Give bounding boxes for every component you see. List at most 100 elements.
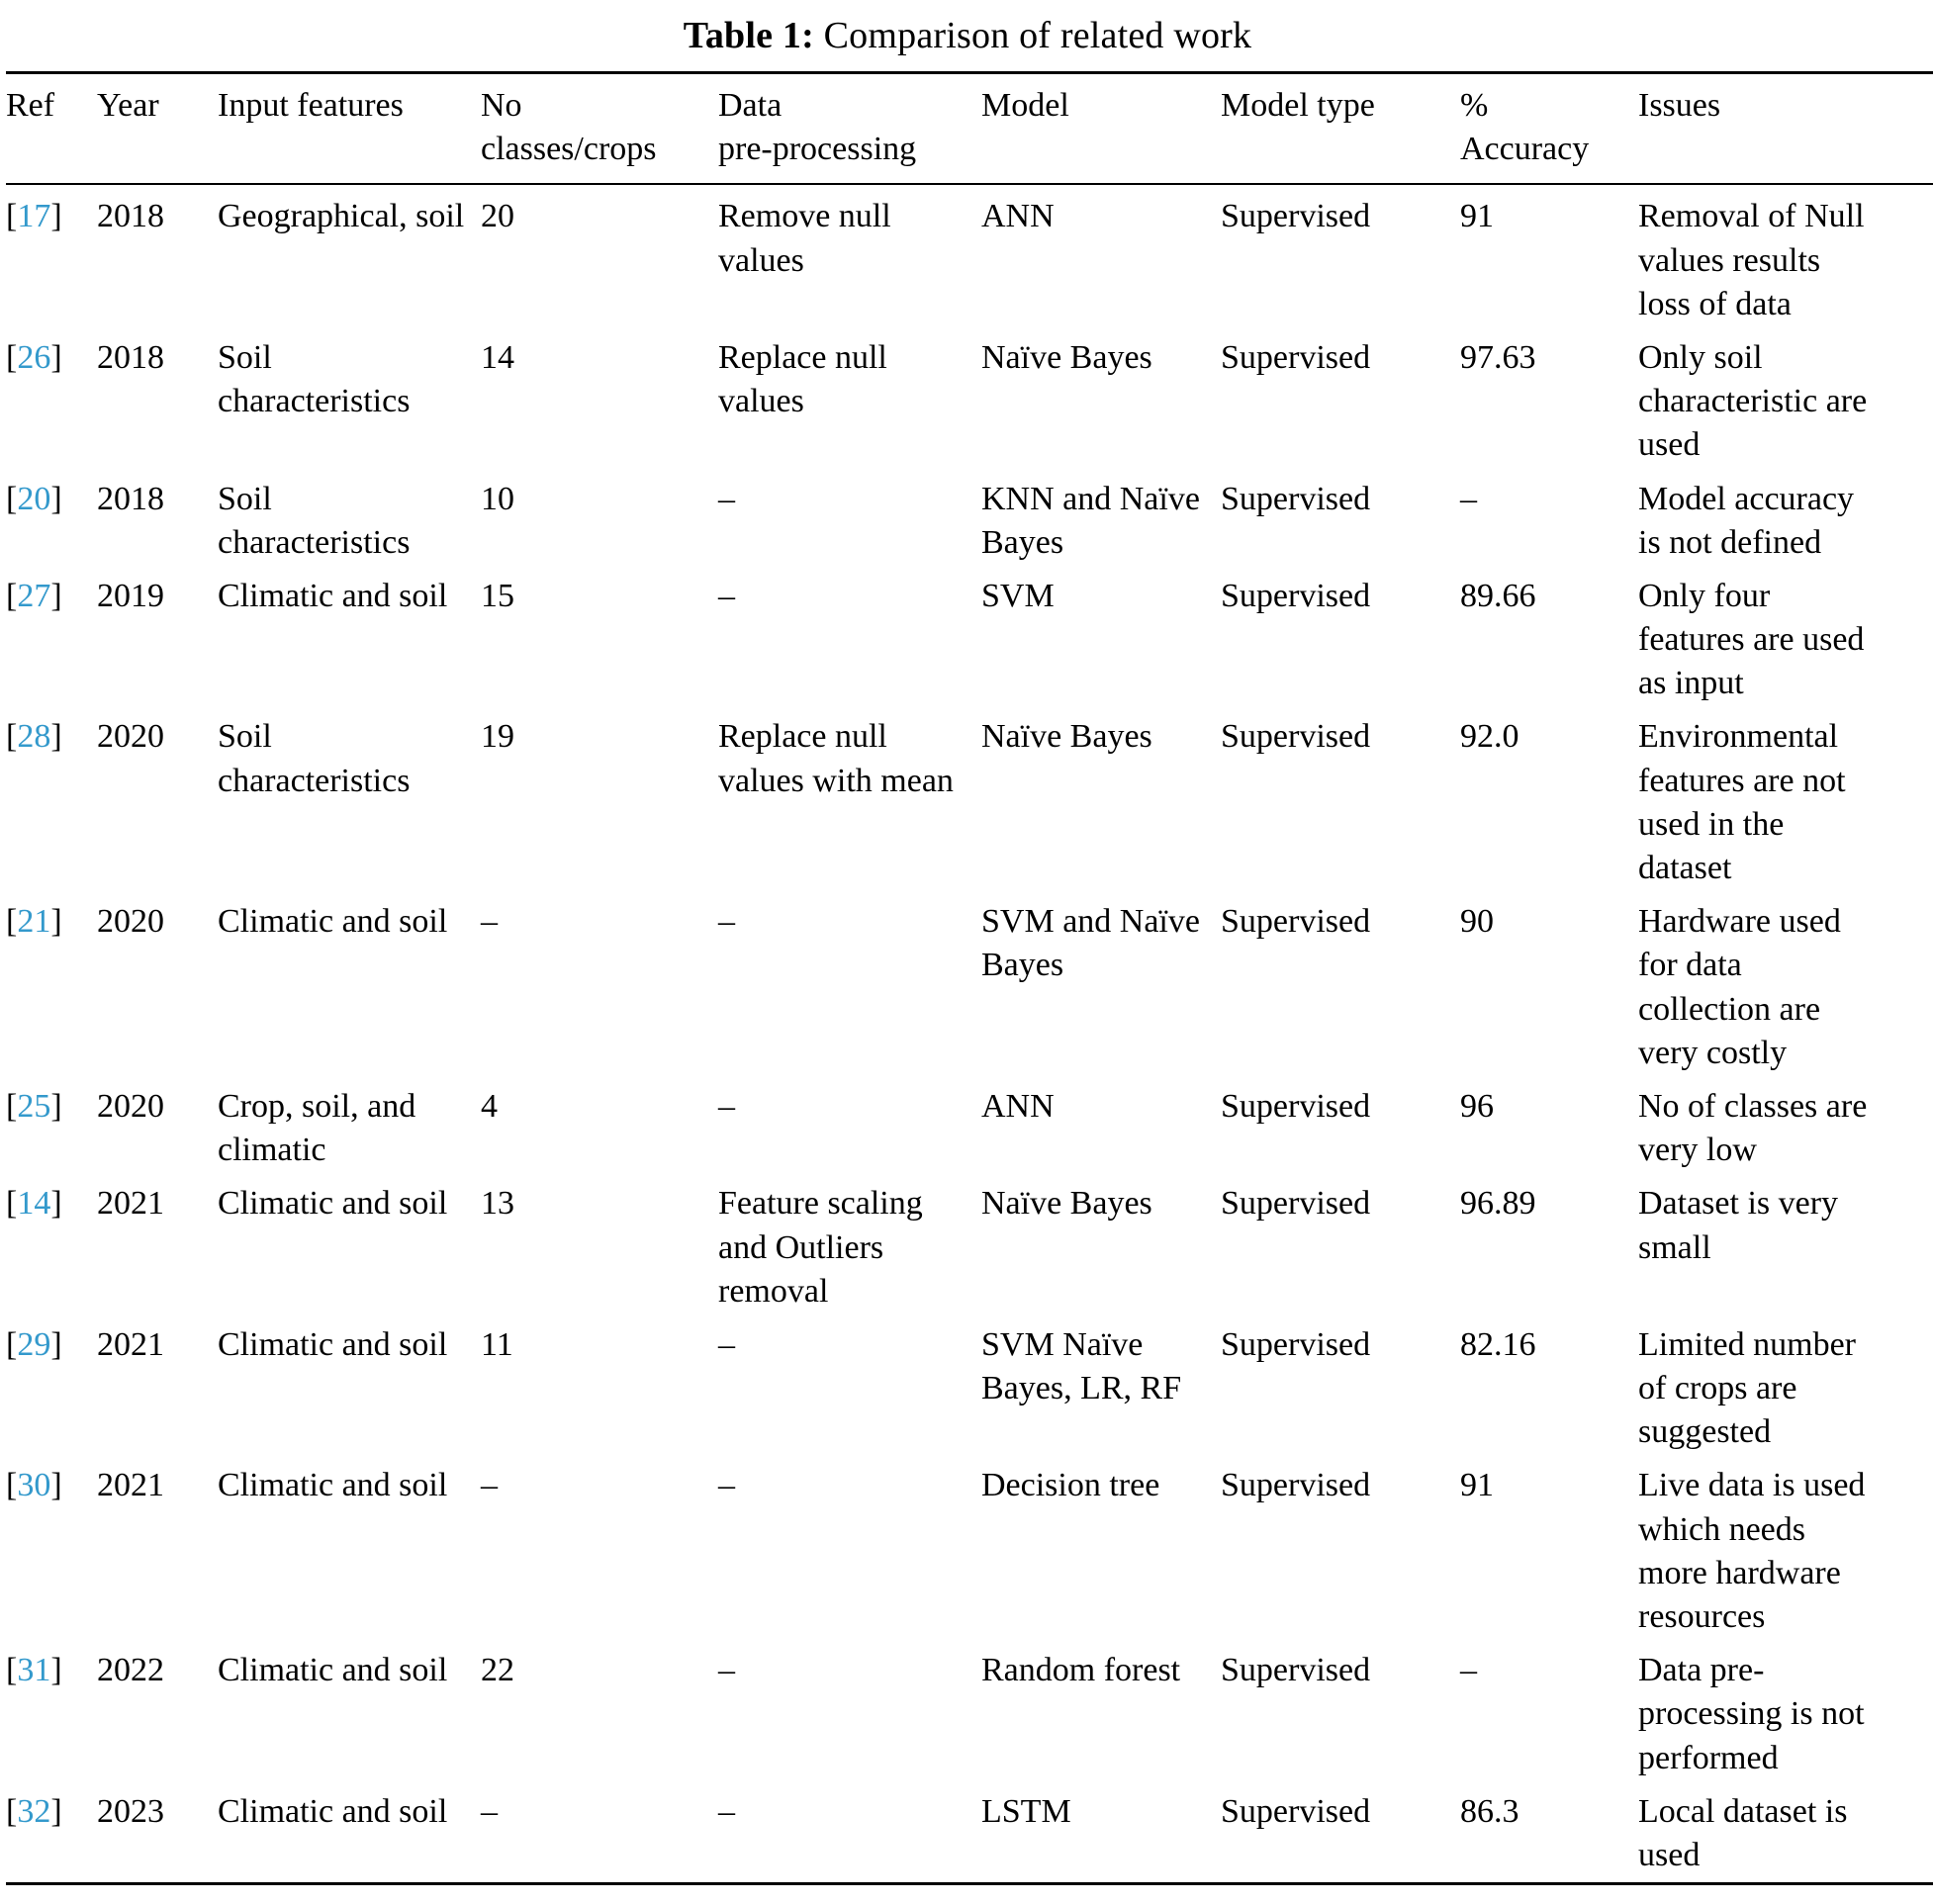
citation-link[interactable]: 29 bbox=[17, 1325, 51, 1363]
issues-value: Model accuracy is not defined bbox=[1638, 480, 1855, 561]
cell-acc: 90 bbox=[1460, 895, 1638, 1080]
classes-value: 20 bbox=[481, 198, 514, 235]
cell-input: Crop, soil, and climatic bbox=[218, 1080, 481, 1177]
cell-model: SVM Naïve Bayes, LR, RF bbox=[981, 1318, 1221, 1460]
acc-value: 96.89 bbox=[1460, 1185, 1536, 1223]
cell-type: Supervised bbox=[1221, 184, 1460, 331]
column-header-input: Input features bbox=[218, 72, 481, 186]
year-value: 2020 bbox=[97, 718, 164, 756]
issues-value: Live data is used which needs more hardw… bbox=[1638, 1467, 1866, 1635]
cell-year: 2019 bbox=[97, 570, 218, 711]
cell-prep: – bbox=[718, 1785, 981, 1884]
classes-value: 22 bbox=[481, 1652, 514, 1689]
citation-link[interactable]: 25 bbox=[17, 1087, 51, 1125]
cell-prep: Replace null values bbox=[718, 331, 981, 473]
prep-value: – bbox=[718, 903, 735, 941]
prep-value: Remove null values bbox=[718, 198, 891, 279]
table-row: [32] 2023 Climatic and soil – – LSTM Supervise… bbox=[6, 1785, 1933, 1884]
year-value: 2018 bbox=[97, 480, 164, 517]
classes-value: 13 bbox=[481, 1185, 514, 1223]
classes-value: 19 bbox=[481, 718, 514, 756]
cell-model: SVM and Naïve Bayes bbox=[981, 895, 1221, 1080]
citation-link[interactable]: 14 bbox=[17, 1185, 51, 1223]
issues-value: No of classes are very low bbox=[1638, 1087, 1868, 1169]
cell-ref: [32] bbox=[6, 1792, 62, 1830]
cell-issues: Environmental features are not used in t… bbox=[1638, 710, 1933, 895]
model-value: ANN bbox=[981, 1087, 1055, 1125]
cell-ref: [20] bbox=[6, 480, 62, 517]
cell-issues: No of classes are very low bbox=[1638, 1080, 1933, 1177]
citation-link[interactable]: 32 bbox=[17, 1792, 51, 1830]
issues-value: Data pre-processing is not performed bbox=[1638, 1652, 1865, 1776]
cell-model: Decision tree bbox=[981, 1459, 1221, 1644]
cell-classes: 10 bbox=[481, 473, 718, 570]
cell-input: Climatic and soil bbox=[218, 1644, 481, 1785]
input-value: Climatic and soil bbox=[218, 1325, 448, 1363]
type-value: Supervised bbox=[1221, 903, 1371, 941]
cell-prep: Remove null values bbox=[718, 184, 981, 331]
table-row: [14] 2021 Climatic and soil 13 Feature scali… bbox=[6, 1177, 1933, 1318]
prep-value: – bbox=[718, 577, 735, 614]
column-header-prep: Data pre-processing bbox=[718, 72, 981, 186]
table-caption-text: Comparison of related work bbox=[823, 15, 1252, 56]
citation-link[interactable]: 26 bbox=[17, 338, 51, 376]
input-value: Climatic and soil bbox=[218, 903, 448, 941]
year-value: 2020 bbox=[97, 903, 164, 941]
cell-classes: 11 bbox=[481, 1318, 718, 1460]
column-header-model: Model bbox=[981, 72, 1221, 186]
column-header-acc: % Accuracy bbox=[1460, 72, 1638, 186]
classes-value: 11 bbox=[481, 1325, 513, 1363]
table-row: [26] 2018 Soil characteristics 14 Replace nu… bbox=[6, 331, 1933, 473]
cell-classes: 13 bbox=[481, 1177, 718, 1318]
cell-acc: 96 bbox=[1460, 1080, 1638, 1177]
citation-link[interactable]: 30 bbox=[17, 1467, 51, 1504]
cell-acc: 91 bbox=[1460, 1459, 1638, 1644]
cell-year: 2018 bbox=[97, 184, 218, 331]
model-value: Random forest bbox=[981, 1652, 1181, 1689]
cell-type: Supervised bbox=[1221, 1080, 1460, 1177]
acc-value: 90 bbox=[1460, 903, 1494, 941]
cell-acc: 82.16 bbox=[1460, 1318, 1638, 1460]
cell-input: Climatic and soil bbox=[218, 1177, 481, 1318]
acc-value: 97.63 bbox=[1460, 338, 1536, 376]
cell-input: Geographical, soil bbox=[218, 184, 481, 331]
cell-type: Supervised bbox=[1221, 331, 1460, 473]
cell-year: 2020 bbox=[97, 895, 218, 1080]
citation-link[interactable]: 20 bbox=[17, 480, 51, 517]
cell-input: Climatic and soil bbox=[218, 895, 481, 1080]
cell-acc: 86.3 bbox=[1460, 1785, 1638, 1884]
column-header-type: Model type bbox=[1221, 72, 1460, 186]
citation-link[interactable]: 31 bbox=[17, 1652, 51, 1689]
input-value: Climatic and soil bbox=[218, 1467, 448, 1504]
type-value: Supervised bbox=[1221, 718, 1371, 756]
cell-issues: Hardware used for data collection are ve… bbox=[1638, 895, 1933, 1080]
input-value: Soil characteristics bbox=[218, 718, 411, 799]
cell-acc: 92.0 bbox=[1460, 710, 1638, 895]
table-row: [28] 2020 Soil characteristics 19 Replace nu… bbox=[6, 710, 1933, 895]
type-value: Supervised bbox=[1221, 1467, 1371, 1504]
issues-value: Local dataset is used bbox=[1638, 1792, 1848, 1873]
year-value: 2022 bbox=[97, 1652, 164, 1689]
prep-value: Feature scaling and Outliers removal bbox=[718, 1185, 923, 1310]
input-value: Soil characteristics bbox=[218, 480, 411, 561]
cell-classes: 14 bbox=[481, 331, 718, 473]
cell-ref: [17] bbox=[6, 198, 62, 235]
model-value: KNN and Naïve Bayes bbox=[981, 480, 1200, 561]
issues-value: Environmental features are not used in t… bbox=[1638, 718, 1846, 886]
model-value: Naïve Bayes bbox=[981, 718, 1152, 756]
cell-year: 2018 bbox=[97, 473, 218, 570]
citation-link[interactable]: 28 bbox=[17, 718, 51, 756]
cell-prep: Replace null values with mean bbox=[718, 710, 981, 895]
issues-value: Hardware used for data collection are ve… bbox=[1638, 903, 1841, 1071]
cell-ref: [30] bbox=[6, 1467, 62, 1504]
table-row: [17] 2018 Geographical, soil 20 Remove null … bbox=[6, 184, 1933, 331]
citation-link[interactable]: 17 bbox=[17, 198, 51, 235]
citation-link[interactable]: 21 bbox=[17, 903, 51, 941]
table-row: [30] 2021 Climatic and soil – – Decision tree… bbox=[6, 1459, 1933, 1644]
prep-value: – bbox=[718, 1792, 735, 1830]
citation-link[interactable]: 27 bbox=[17, 577, 51, 614]
type-value: Supervised bbox=[1221, 1185, 1371, 1223]
cell-issues: Live data is used which needs more hardw… bbox=[1638, 1459, 1933, 1644]
cell-issues: Model accuracy is not defined bbox=[1638, 473, 1933, 570]
